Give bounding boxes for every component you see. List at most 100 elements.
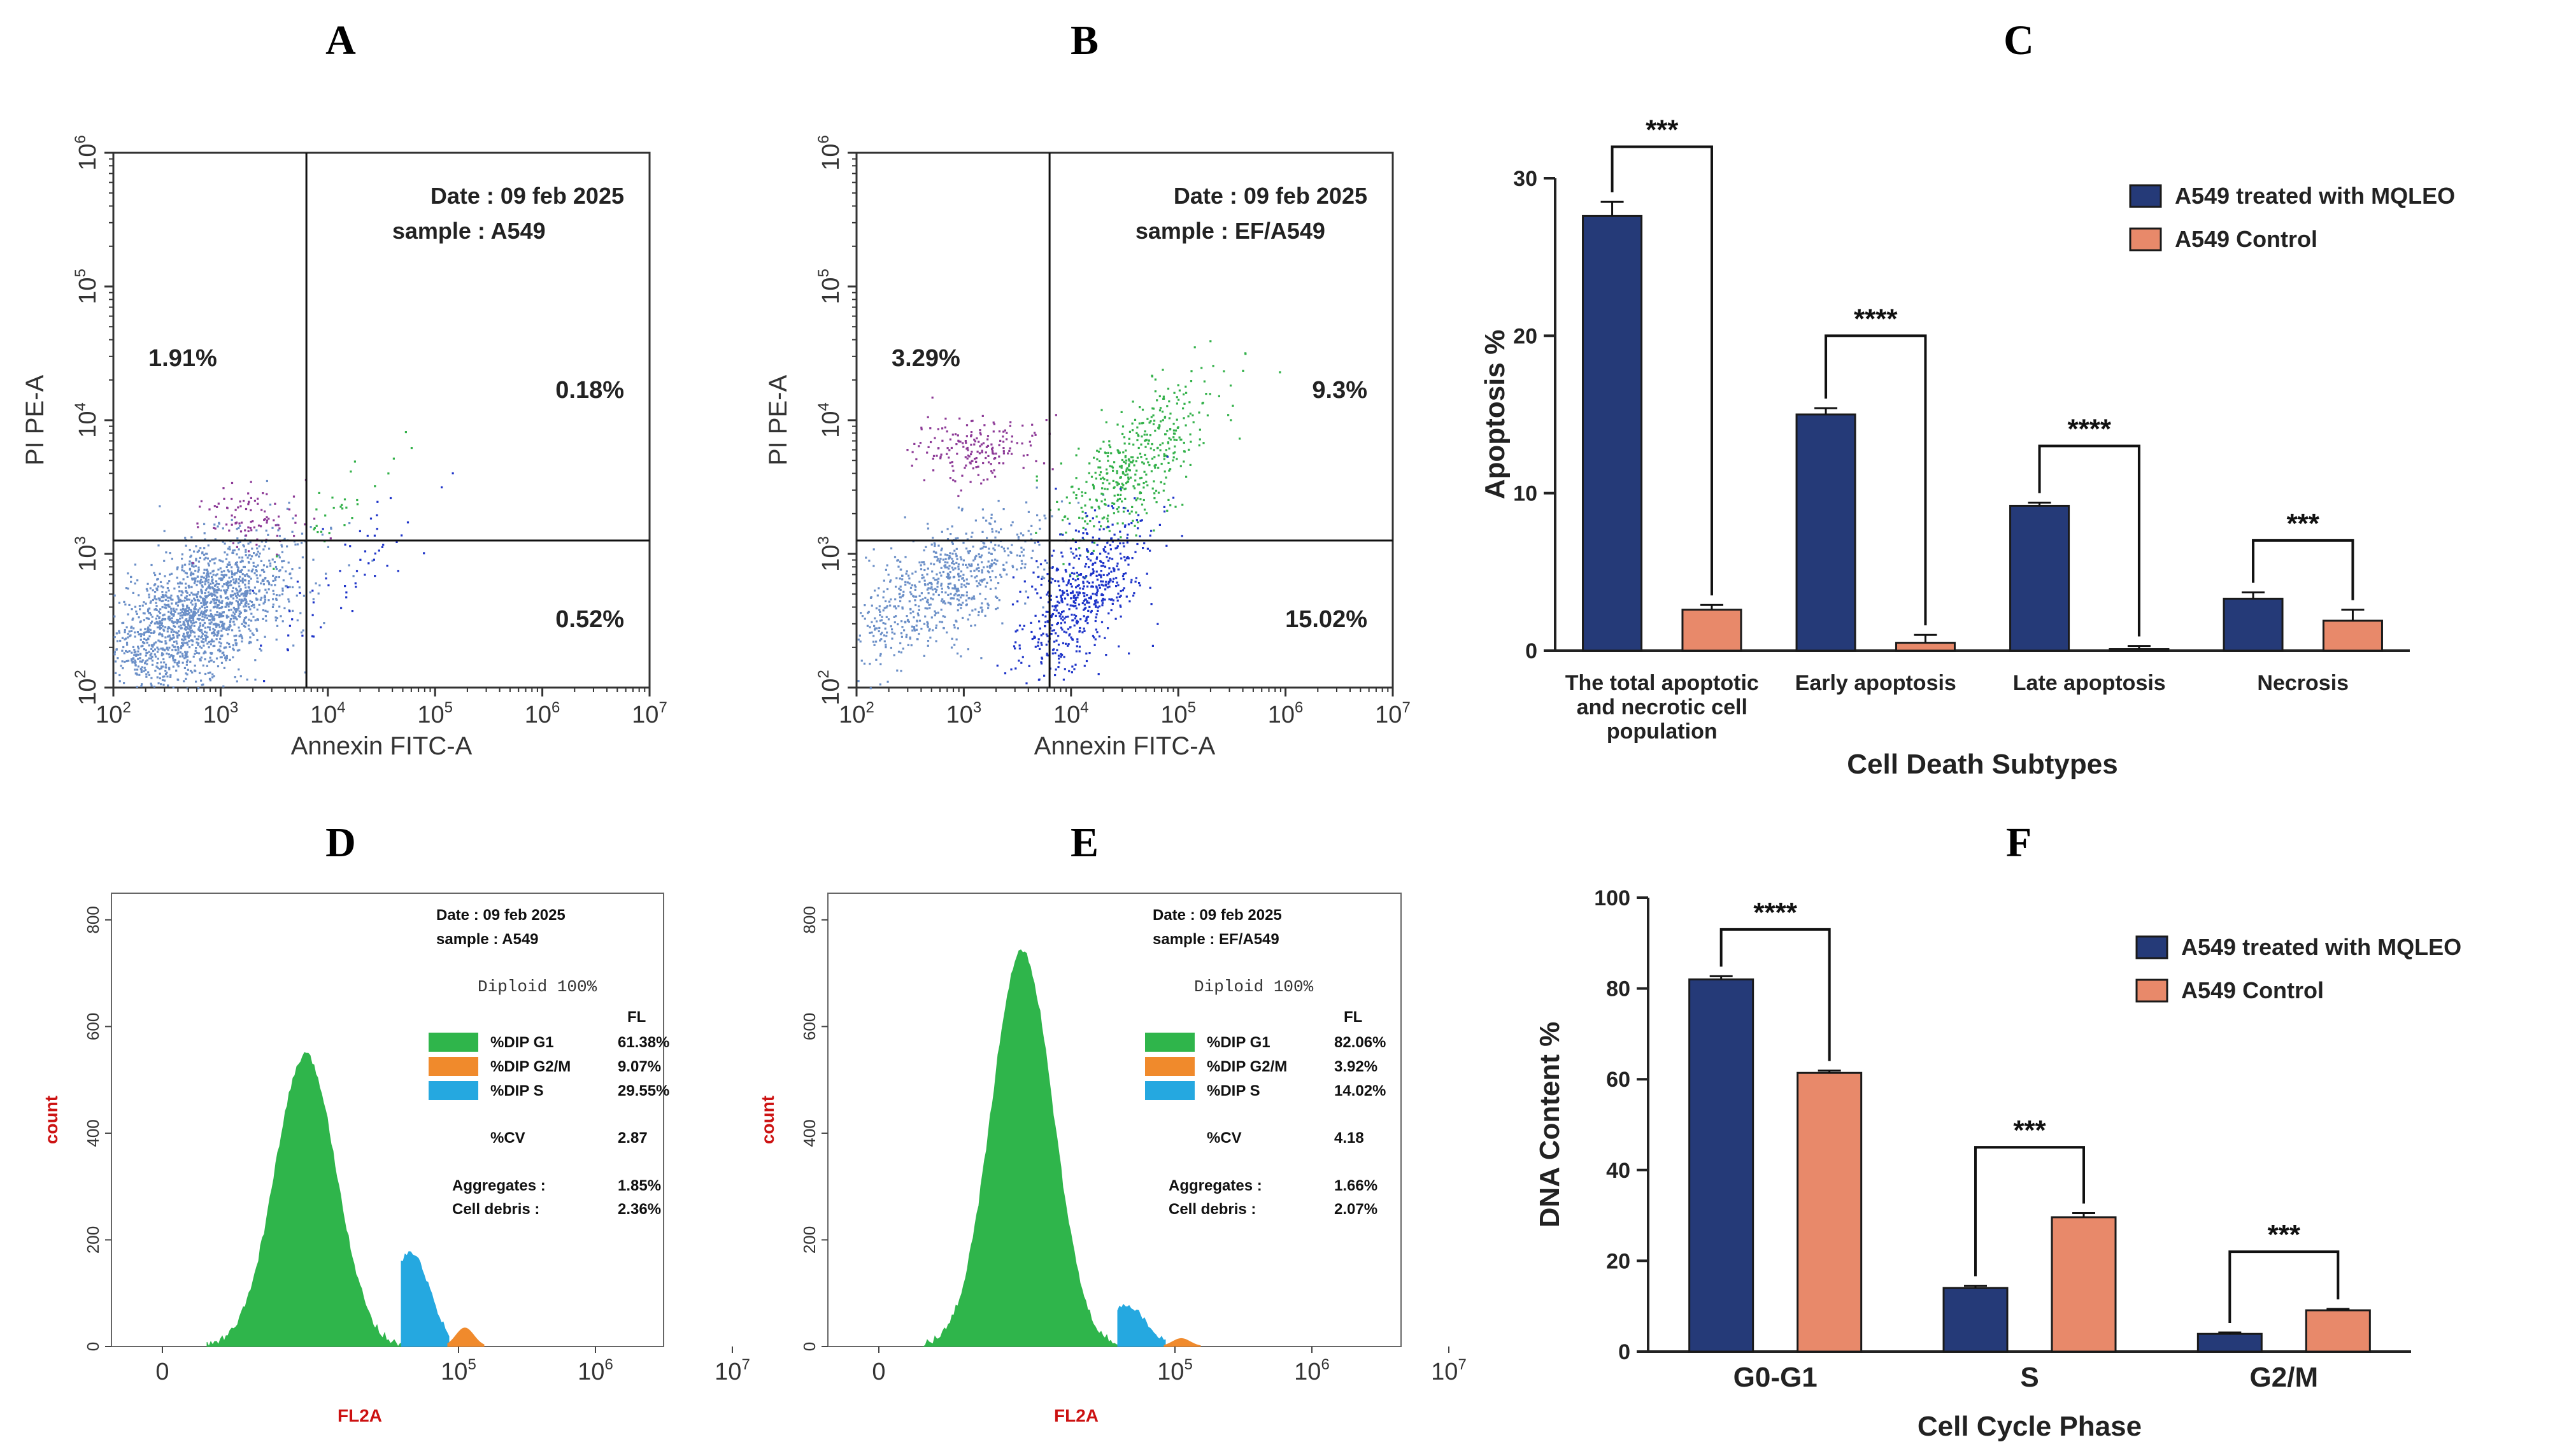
dot	[355, 586, 357, 588]
dot	[160, 622, 163, 625]
dot	[958, 594, 960, 597]
category-label: S	[2020, 1362, 2039, 1393]
dot	[213, 598, 216, 600]
dot	[1083, 630, 1086, 632]
dot	[1099, 466, 1102, 469]
dot	[232, 656, 234, 659]
sample-name: sample : A549	[436, 931, 539, 948]
dot	[256, 639, 259, 642]
dot	[888, 600, 891, 603]
dot	[245, 534, 248, 537]
dot	[194, 606, 196, 609]
dot	[204, 651, 207, 654]
dot	[950, 533, 952, 535]
dot	[1143, 434, 1146, 436]
dot	[241, 637, 243, 640]
dot	[143, 667, 146, 669]
dot	[156, 614, 159, 617]
dot	[1178, 399, 1180, 401]
dot	[117, 657, 119, 660]
dot	[951, 525, 953, 528]
dot	[1108, 444, 1111, 446]
dot	[1044, 621, 1047, 623]
dot	[1079, 626, 1081, 630]
dot	[969, 570, 972, 572]
dot	[1065, 642, 1067, 645]
dot	[858, 634, 861, 637]
dot	[287, 562, 290, 564]
dot	[374, 485, 376, 488]
dot	[213, 616, 215, 618]
dot	[161, 635, 164, 637]
dot	[1085, 528, 1087, 531]
dot	[1111, 502, 1114, 505]
dot	[275, 568, 278, 570]
dot	[1064, 597, 1067, 600]
dot	[1123, 525, 1127, 528]
dot	[234, 642, 237, 644]
dot	[1068, 634, 1071, 637]
panel-a-flow-cytometry: 102 103 104 105 106 107102103104105106Annexin…	[21, 135, 667, 760]
significance-stars: ***	[2287, 508, 2320, 539]
dot	[312, 635, 315, 638]
dot	[949, 438, 951, 441]
dot	[969, 550, 971, 553]
dot	[150, 677, 153, 679]
dot	[1098, 605, 1101, 608]
dot	[236, 528, 238, 530]
dot	[191, 578, 194, 581]
dot	[1011, 441, 1013, 443]
dot	[232, 611, 235, 614]
legend-label: A549 Control	[2175, 226, 2317, 252]
dot	[927, 583, 929, 586]
dot	[1133, 464, 1135, 467]
dot	[1055, 632, 1057, 635]
dot	[1055, 668, 1057, 671]
dot	[225, 614, 228, 617]
dot	[1116, 499, 1119, 502]
dot	[270, 584, 273, 586]
dot	[235, 562, 238, 565]
dot	[1113, 486, 1116, 488]
dot	[118, 630, 120, 632]
dot	[1121, 522, 1124, 525]
dot	[219, 567, 222, 570]
dot	[1107, 504, 1110, 507]
dot	[245, 586, 247, 589]
dot	[253, 572, 256, 575]
dot	[936, 556, 938, 558]
dot	[364, 550, 367, 553]
dot	[1066, 604, 1069, 606]
dot	[1086, 594, 1088, 597]
dot	[1040, 661, 1043, 663]
dot	[239, 604, 241, 606]
dot	[929, 628, 931, 630]
dot	[192, 630, 195, 633]
dot	[1051, 649, 1055, 651]
dot	[979, 583, 981, 586]
dot	[167, 684, 169, 687]
dot	[183, 636, 186, 639]
dot	[250, 481, 252, 483]
dot	[1085, 512, 1087, 514]
dot	[264, 601, 266, 604]
dot	[175, 602, 178, 605]
significance-stars: ****	[2068, 413, 2112, 444]
phase-label: %DIP G2/M	[1207, 1058, 1287, 1075]
dot	[121, 637, 124, 639]
dot	[990, 565, 993, 567]
dot	[906, 619, 909, 622]
dot	[957, 573, 960, 576]
dot	[234, 509, 237, 511]
dot	[148, 593, 150, 596]
dot	[208, 586, 210, 589]
dot	[272, 598, 274, 600]
dot	[1043, 577, 1046, 579]
dot	[217, 623, 219, 626]
dot	[1120, 489, 1123, 491]
dot	[1095, 477, 1097, 480]
dot	[1147, 461, 1149, 463]
dot	[281, 587, 284, 590]
dot	[1098, 507, 1100, 510]
dot	[913, 626, 915, 628]
